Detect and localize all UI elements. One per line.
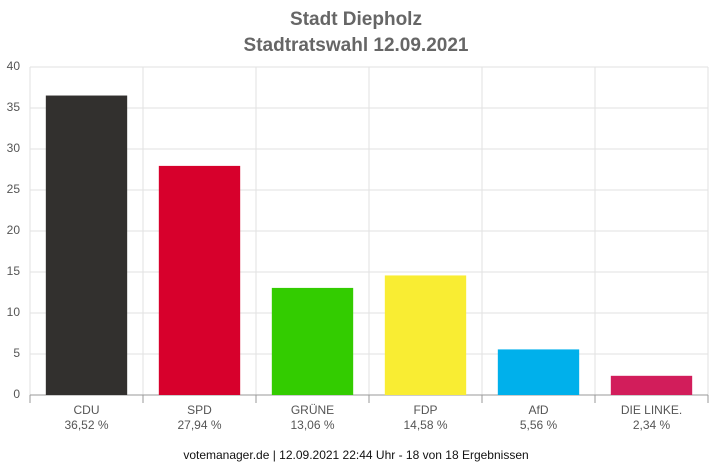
x-tick-label: CDU bbox=[74, 403, 100, 417]
y-tick-label: 10 bbox=[7, 305, 21, 319]
y-tick-label: 40 bbox=[7, 59, 21, 73]
y-tick-label: 30 bbox=[7, 141, 21, 155]
chart-title: Stadt Diepholz bbox=[290, 9, 422, 30]
x-tick-label: FDP bbox=[414, 403, 438, 417]
value-label: 36,52 % bbox=[64, 418, 108, 432]
value-label: 14,58 % bbox=[403, 418, 447, 432]
y-tick-label: 25 bbox=[7, 182, 21, 196]
footer: votemanager.de | 12.09.2021 22:44 Uhr - … bbox=[183, 448, 528, 462]
y-tick-label: 0 bbox=[13, 387, 20, 401]
value-label: 27,94 % bbox=[177, 418, 221, 432]
y-tick-label: 35 bbox=[7, 100, 21, 114]
x-tick-label: AfD bbox=[528, 403, 548, 417]
value-label: 2,34 % bbox=[633, 418, 671, 432]
y-tick-label: 20 bbox=[7, 223, 21, 237]
x-tick-label: SPD bbox=[187, 403, 212, 417]
bar bbox=[158, 165, 241, 395]
x-tick-label: DIE LINKE. bbox=[621, 403, 682, 417]
x-tick-label: GRÜNE bbox=[291, 403, 334, 417]
value-label: 5,56 % bbox=[520, 418, 558, 432]
chart-subtitle: Stadtratswahl 12.09.2021 bbox=[244, 35, 469, 56]
bar bbox=[610, 375, 693, 395]
bar bbox=[384, 275, 467, 395]
y-tick-label: 5 bbox=[13, 346, 20, 360]
bar bbox=[271, 287, 354, 395]
y-tick-label: 15 bbox=[7, 264, 21, 278]
bar bbox=[497, 349, 580, 395]
value-label: 13,06 % bbox=[290, 418, 334, 432]
bar bbox=[45, 95, 128, 395]
